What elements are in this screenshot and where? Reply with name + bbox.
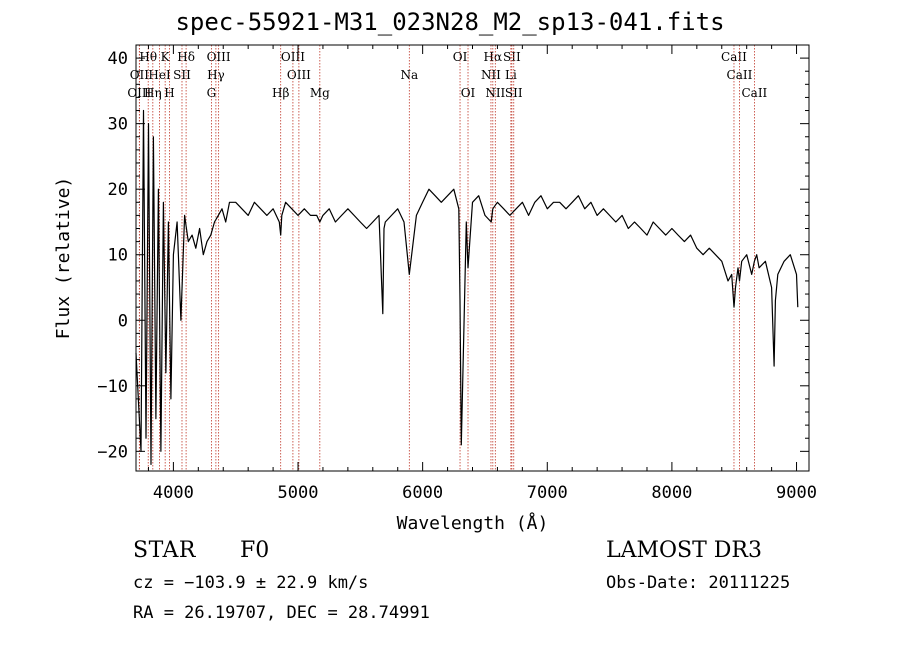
x-tick-label: 9000	[776, 483, 817, 503]
marker-label: OIII	[127, 86, 151, 100]
marker-label: Na	[400, 68, 418, 82]
x-tick-label: 5000	[278, 483, 319, 503]
series-line-flux	[135, 109, 799, 465]
x-axis-label: Wavelength (Å)	[397, 512, 549, 534]
y-axis-label: Flux (relative)	[53, 177, 74, 340]
x-tick-label: 7000	[527, 483, 568, 503]
y-tick-label: 20	[108, 180, 128, 200]
x-tick-label: 8000	[651, 483, 692, 503]
marker-label: OI	[453, 50, 468, 64]
marker-label: CaII	[741, 86, 767, 100]
marker-label: G	[207, 86, 217, 100]
marker-label: OIII	[207, 50, 231, 64]
marker-label: Hθ	[139, 50, 157, 64]
plot-frame	[135, 44, 810, 472]
axis-labels: Wavelength (Å) Flux (relative)	[53, 177, 548, 534]
spectrum-series	[135, 109, 799, 465]
marker-label: Hδ	[177, 50, 195, 64]
marker-label: SII	[173, 68, 191, 82]
marker-label: Li	[505, 68, 517, 82]
ra-dec-coordinates: RA = 26.19707, DEC = 28.74991	[133, 603, 430, 623]
survey-name: LAMOST DR3	[606, 538, 762, 563]
marker-label: Hα	[484, 50, 503, 64]
y-tick-label: 40	[108, 49, 128, 69]
marker-label: OI	[461, 86, 476, 100]
marker-label: Hη	[144, 86, 162, 100]
marker-label: NII	[481, 68, 501, 82]
y-tick-label: 30	[108, 115, 128, 135]
y-tick-label: −20	[97, 442, 128, 462]
y-tick-label: 10	[108, 246, 128, 266]
marker-label: OIII	[281, 50, 305, 64]
marker-label: NII	[485, 86, 505, 100]
marker-label: H	[164, 86, 174, 100]
marker-label: K	[161, 50, 171, 64]
marker-label: Hγ	[207, 68, 225, 82]
axis-ticks: 4000 5000 6000 7000 8000 9000 −20 −10 0 10 20 30 40	[97, 45, 817, 503]
marker-label: SII	[503, 50, 521, 64]
x-tick-label: 6000	[402, 483, 443, 503]
object-subclass: F0	[240, 538, 270, 563]
marker-label: Mg	[310, 86, 330, 100]
redshift-velocity: cz = −103.9 ± 22.9 km/s	[133, 573, 369, 593]
y-tick-label: −10	[97, 377, 128, 397]
observation-date: Obs-Date: 20111225	[606, 573, 791, 593]
marker-label: Hβ	[272, 86, 289, 100]
marker-label: CaII	[721, 50, 747, 64]
object-class: STAR	[133, 538, 196, 563]
chart-title: spec-55921-M31_023N28_M2_sp13-041.fits	[175, 8, 725, 36]
y-tick-label: 0	[118, 311, 128, 331]
marker-label: OIII	[287, 68, 311, 82]
marker-label: CaII	[727, 68, 753, 82]
marker-label: HeI	[148, 68, 171, 82]
marker-label: SII	[505, 86, 523, 100]
x-tick-label: 4000	[153, 483, 194, 503]
